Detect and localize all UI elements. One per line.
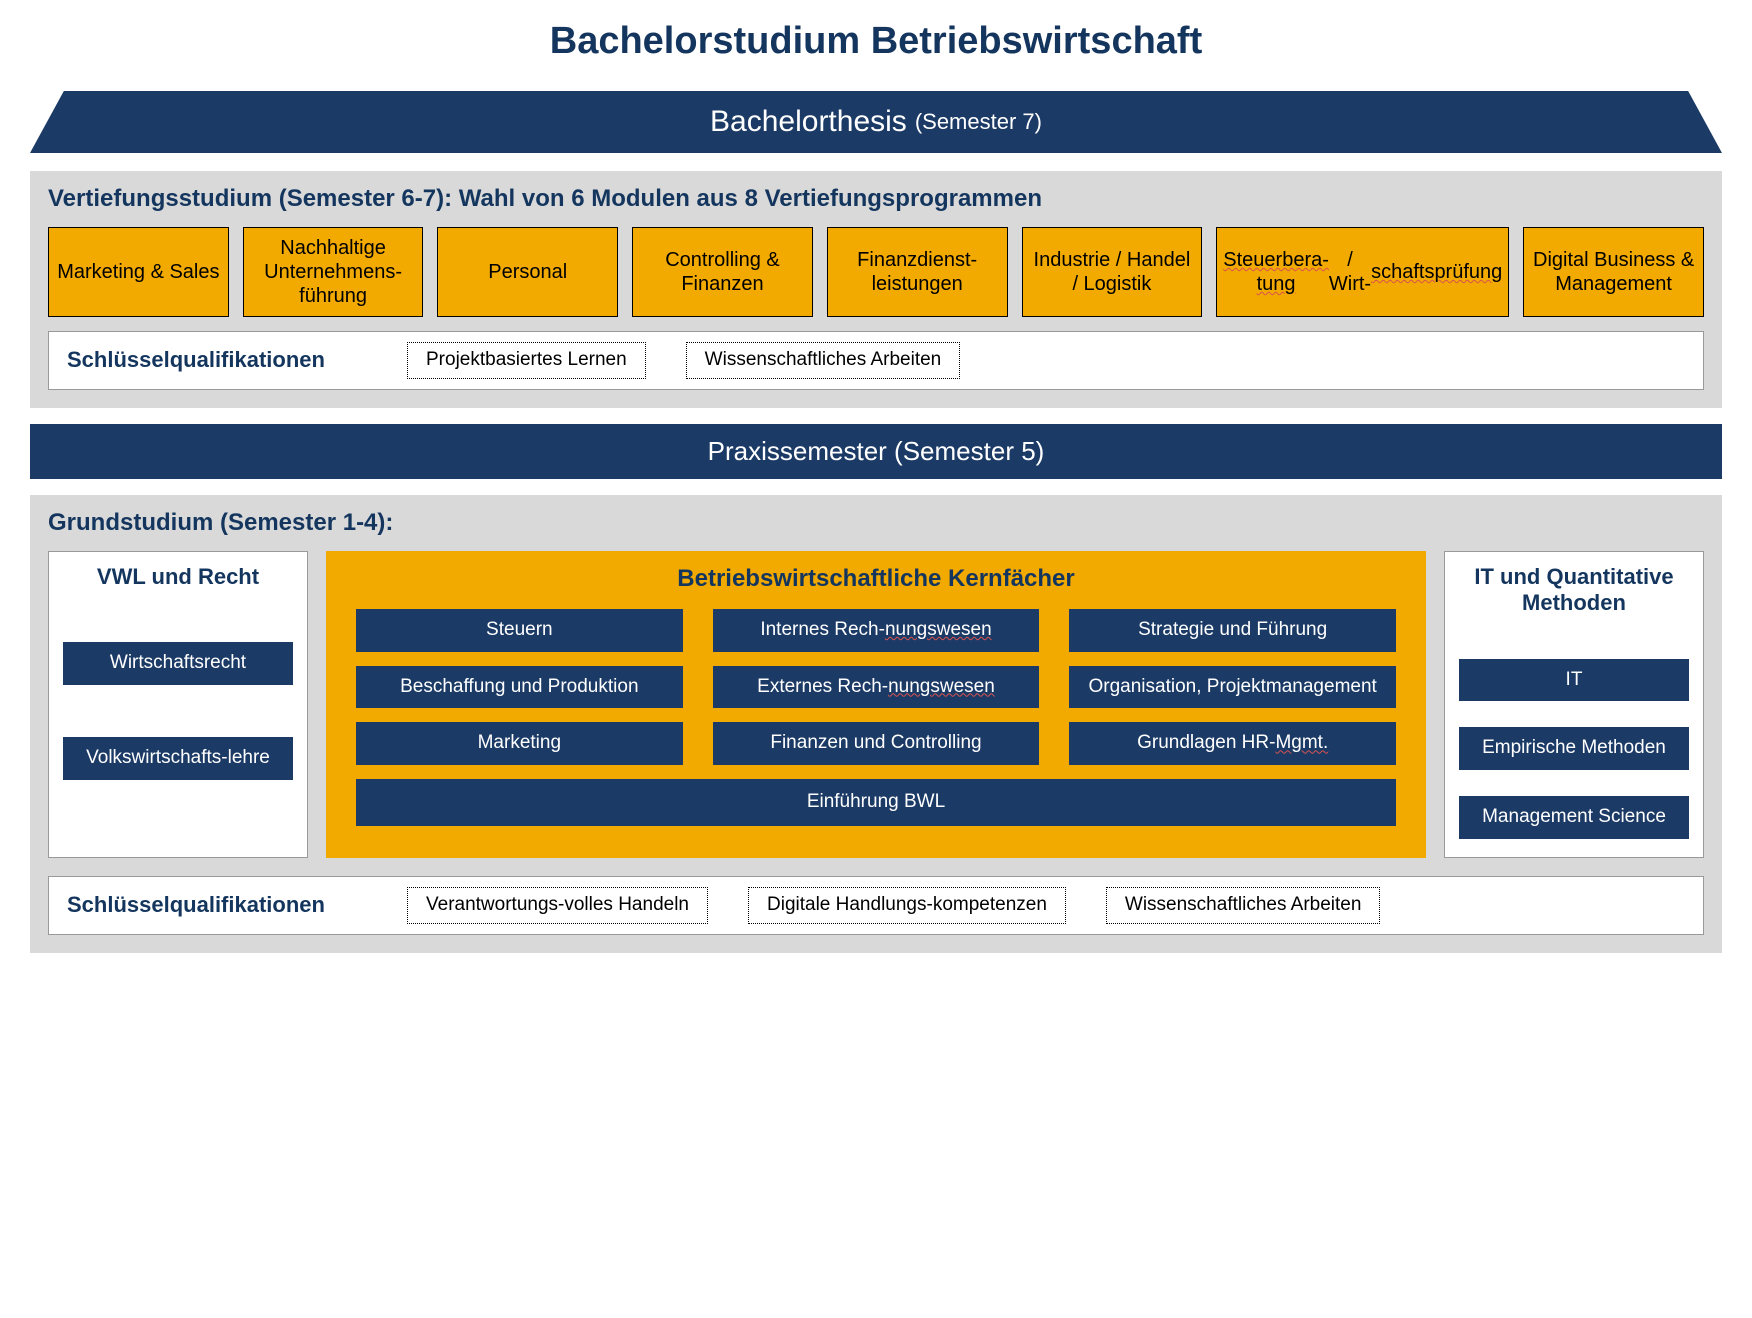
key-qual-label: Schlüsselqualifikationen bbox=[67, 347, 367, 373]
key-qual-item: Verantwortungs-volles Handeln bbox=[407, 887, 708, 924]
right-col-title: IT und Quantitative Methoden bbox=[1459, 564, 1689, 617]
center-panel: Betriebswirtschaftliche Kernfächer Steue… bbox=[326, 551, 1426, 858]
core-item: Externes Rech-nungswesen bbox=[713, 666, 1040, 709]
grund-key-items: Verantwortungs-volles Handeln Digitale Ha… bbox=[407, 887, 1380, 924]
key-qual-item: Digitale Handlungs-kompetenzen bbox=[748, 887, 1066, 924]
core-item: Internes Rech-nungswesen bbox=[713, 609, 1040, 652]
right-item: IT bbox=[1459, 659, 1689, 702]
grund-section: Grundstudium (Semester 1-4): VWL und Rec… bbox=[30, 495, 1722, 953]
vertiefung-module: Finanzdienst-leistungen bbox=[827, 227, 1008, 317]
key-qual-item: Wissenschaftliches Arbeiten bbox=[686, 342, 961, 379]
vertiefung-module: Industrie / Handel / Logistik bbox=[1022, 227, 1203, 317]
grund-grid: VWL und Recht Wirtschaftsrecht Volkswirts… bbox=[48, 551, 1704, 858]
vertiefung-module: Personal bbox=[437, 227, 618, 317]
left-items: Wirtschaftsrecht Volkswirtschafts-lehre bbox=[63, 642, 293, 780]
key-qual-item: Projektbasiertes Lernen bbox=[407, 342, 646, 379]
vertiefung-key-bar: Schlüsselqualifikationen Projektbasierte… bbox=[48, 331, 1704, 390]
core-item: Beschaffung und Produktion bbox=[356, 666, 683, 709]
left-column: VWL und Recht Wirtschaftsrecht Volkswirts… bbox=[48, 551, 308, 858]
page-title: Bachelorstudium Betriebswirtschaft bbox=[30, 20, 1722, 63]
right-column: IT und Quantitative Methoden IT Empirisch… bbox=[1444, 551, 1704, 858]
right-item: Management Science bbox=[1459, 796, 1689, 839]
vertiefung-module: Controlling & Finanzen bbox=[632, 227, 813, 317]
right-items: IT Empirische Methoden Management Science bbox=[1459, 659, 1689, 839]
vertiefung-module: Digital Business & Management bbox=[1523, 227, 1704, 317]
left-col-title: VWL und Recht bbox=[63, 564, 293, 590]
key-qual-item: Wissenschaftliches Arbeiten bbox=[1106, 887, 1381, 924]
vertiefung-section: Vertiefungsstudium (Semester 6-7): Wahl … bbox=[30, 171, 1722, 408]
core-full: Einführung BWL bbox=[356, 779, 1396, 826]
praxis-bar: Praxissemester (Semester 5) bbox=[30, 424, 1722, 479]
left-item: Volkswirtschafts-lehre bbox=[63, 737, 293, 780]
right-item: Empirische Methoden bbox=[1459, 727, 1689, 770]
vertiefung-modules: Marketing & SalesNachhaltige Unternehmen… bbox=[48, 227, 1704, 317]
grund-key-bar: Schlüsselqualifikationen Verantwortungs-… bbox=[48, 876, 1704, 935]
core-item: Strategie und Führung bbox=[1069, 609, 1396, 652]
core-grid: Steuern Internes Rech-nungswesen Strategie… bbox=[356, 609, 1396, 765]
vertiefung-header: Vertiefungsstudium (Semester 6-7): Wahl … bbox=[48, 185, 1704, 213]
core-item: Organisation, Projektmanagement bbox=[1069, 666, 1396, 709]
thesis-sub: (Semester 7) bbox=[915, 109, 1042, 135]
left-item: Wirtschaftsrecht bbox=[63, 642, 293, 685]
vertiefung-module: Marketing & Sales bbox=[48, 227, 229, 317]
thesis-main: Bachelorthesis bbox=[710, 105, 907, 139]
vertiefung-module: Steuerbera-tung / Wirt-schaftsprüfung bbox=[1216, 227, 1509, 317]
core-item: Grundlagen HR-Mgmt. bbox=[1069, 722, 1396, 765]
vertiefung-module: Nachhaltige Unternehmens-führung bbox=[243, 227, 424, 317]
thesis-bar: Bachelorthesis (Semester 7) bbox=[30, 91, 1722, 153]
core-item: Finanzen und Controlling bbox=[713, 722, 1040, 765]
center-title: Betriebswirtschaftliche Kernfächer bbox=[356, 565, 1396, 593]
vertiefung-key-items: Projektbasiertes Lernen Wissenschaftliche… bbox=[407, 342, 960, 379]
grund-key-label: Schlüsselqualifikationen bbox=[67, 892, 367, 918]
grund-header: Grundstudium (Semester 1-4): bbox=[48, 509, 1704, 537]
core-item: Steuern bbox=[356, 609, 683, 652]
core-item: Marketing bbox=[356, 722, 683, 765]
